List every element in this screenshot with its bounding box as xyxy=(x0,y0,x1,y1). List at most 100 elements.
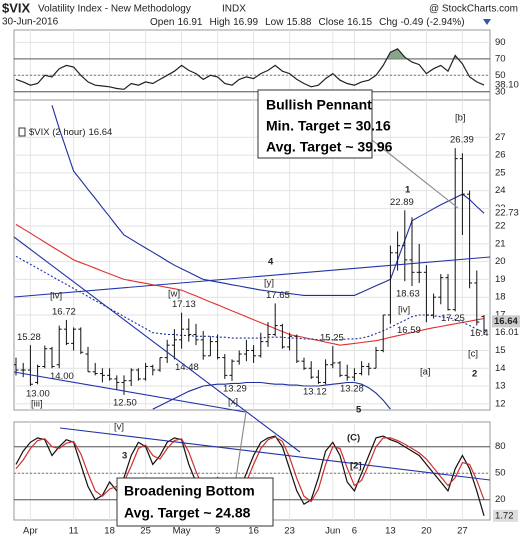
date: 30-Jun-2016 xyxy=(2,17,59,28)
overlay-line xyxy=(15,255,485,341)
wave-label: [x] xyxy=(228,397,238,408)
y-tick-label: 50 xyxy=(495,468,506,479)
annotation-text: Min. Target = 30.16 xyxy=(266,118,391,134)
trend-line xyxy=(13,371,246,413)
wave-label: [c] xyxy=(468,349,478,360)
x-tick-label: 13 xyxy=(385,526,396,537)
trend-lines xyxy=(13,139,491,481)
last-value-label: 38.10 xyxy=(495,80,519,91)
quote-value: -0.49 xyxy=(400,17,423,28)
y-tick-label: 24 xyxy=(495,185,506,196)
last-price-bg xyxy=(492,315,520,328)
legend-name: $VIX (2 hour) xyxy=(29,127,86,138)
quote-value: 16.99 xyxy=(233,17,258,28)
series-line xyxy=(15,436,485,503)
wave-label: 4 xyxy=(268,257,274,268)
wave-label: [iv] xyxy=(398,305,410,316)
wave-label: 2 xyxy=(472,369,477,380)
panel: 12131415171819202122232425262722.7316.01… xyxy=(13,99,520,411)
last-price-label: 16.64 xyxy=(494,316,518,327)
price-label: 16.72 xyxy=(52,306,76,317)
y-tick-label: 22 xyxy=(495,221,506,232)
index-name: Volatility Index - New Methodology xyxy=(38,4,191,15)
trend-line xyxy=(59,427,491,481)
overlay-label-bg xyxy=(493,326,519,339)
price-label: 14.48 xyxy=(175,362,199,373)
price-label: 13.12 xyxy=(303,386,327,397)
x-tick-label: 27 xyxy=(457,526,468,537)
pointer-line xyxy=(235,411,247,479)
legend: $VIX (2 hour) 16.64 xyxy=(29,127,112,138)
x-tick-label: 18 xyxy=(104,526,115,537)
annotation-text: Avg. Target ~ 24.88 xyxy=(124,505,251,521)
last-value-bg xyxy=(493,509,518,522)
y-tick-label: 27 xyxy=(495,132,506,143)
x-tick-label: 16 xyxy=(248,526,259,537)
price-label: 15.28 xyxy=(17,332,41,343)
y-tick-label: 20 xyxy=(495,494,506,505)
pointer-line xyxy=(371,139,459,209)
price-label: 17.65 xyxy=(266,290,290,301)
wave-label: [iv] xyxy=(50,291,62,302)
wave-label: 5 xyxy=(356,405,362,416)
panel-frame xyxy=(13,29,491,101)
wave-label: [w] xyxy=(168,289,180,300)
price-label: 22.89 xyxy=(390,197,414,208)
y-tick-label: 50 xyxy=(495,70,506,81)
x-tick-label: 11 xyxy=(69,526,79,537)
quote-value: 16.91 xyxy=(177,17,202,28)
price-label: 13.29 xyxy=(223,383,247,394)
price-label: 16.59 xyxy=(397,325,421,336)
source: @ StockCharts.com xyxy=(429,4,518,15)
overlay-last-label: 16.01 xyxy=(495,327,519,338)
panel: 30 50 70 90 38.10 xyxy=(13,29,519,101)
price-label: 12.50 xyxy=(113,397,137,408)
wave-label: 1 xyxy=(405,185,411,196)
wave-label: [iii] xyxy=(31,399,43,410)
quote-label: High xyxy=(210,17,231,28)
legend-value: 16.64 xyxy=(89,127,113,138)
overbought-fill xyxy=(16,48,484,59)
annotation-text: Avg. Target ~ 39.96 xyxy=(266,139,393,155)
plot xyxy=(15,48,485,90)
wave-label: [a] xyxy=(420,367,431,378)
trend-line xyxy=(13,256,491,298)
y-tick-label: 12 xyxy=(495,398,506,409)
change-pct: (-2.94%) xyxy=(426,17,464,28)
series-line xyxy=(15,435,485,516)
y-tick-label: 70 xyxy=(495,53,506,64)
price-label: 17.25 xyxy=(441,313,465,324)
y-tick-label: 19 xyxy=(495,274,506,285)
x-tick-label: 20 xyxy=(421,526,432,537)
quote-value: 16.15 xyxy=(347,17,372,28)
wave-label: [v] xyxy=(114,422,124,433)
price-label: 16.4 xyxy=(470,328,489,339)
wave-label: 3 xyxy=(122,451,127,462)
wave-label: [y] xyxy=(264,278,274,289)
y-tick-label: 21 xyxy=(495,238,506,249)
down-arrow xyxy=(483,19,491,25)
overlay-line xyxy=(15,223,485,346)
annotation-box: Broadening Bottom Avg. Target ~ 24.88 xyxy=(116,477,274,527)
wave-label: [b] xyxy=(455,113,466,124)
quote-label: Open xyxy=(150,17,174,28)
quote-value: 15.88 xyxy=(286,17,311,28)
annotation-text: Bullish Pennant xyxy=(266,97,372,113)
y-tick-label: 80 xyxy=(495,441,506,452)
quote: Open 16.91 High 16.99 Low 15.88 Close 16.15 Chg -… xyxy=(150,17,465,28)
price-label: 15.25 xyxy=(320,333,344,344)
price-label: 18.63 xyxy=(396,289,420,300)
price-label: 26.39 xyxy=(450,135,474,146)
x-tick-label: 6 xyxy=(352,526,357,537)
x-tick-label: Apr xyxy=(23,526,38,537)
y-tick-label: 26 xyxy=(495,150,506,161)
annotation-frame xyxy=(116,477,274,527)
trend-line xyxy=(13,236,301,453)
quote-label: Chg xyxy=(379,17,397,28)
x-tick-label: 23 xyxy=(284,526,295,537)
y-tick-label: 14 xyxy=(495,363,506,374)
annotation-frame xyxy=(257,89,373,159)
annotation-box: Bullish Pennant Min. Target = 30.16 Avg.… xyxy=(257,89,393,159)
legend-icon xyxy=(18,127,26,137)
